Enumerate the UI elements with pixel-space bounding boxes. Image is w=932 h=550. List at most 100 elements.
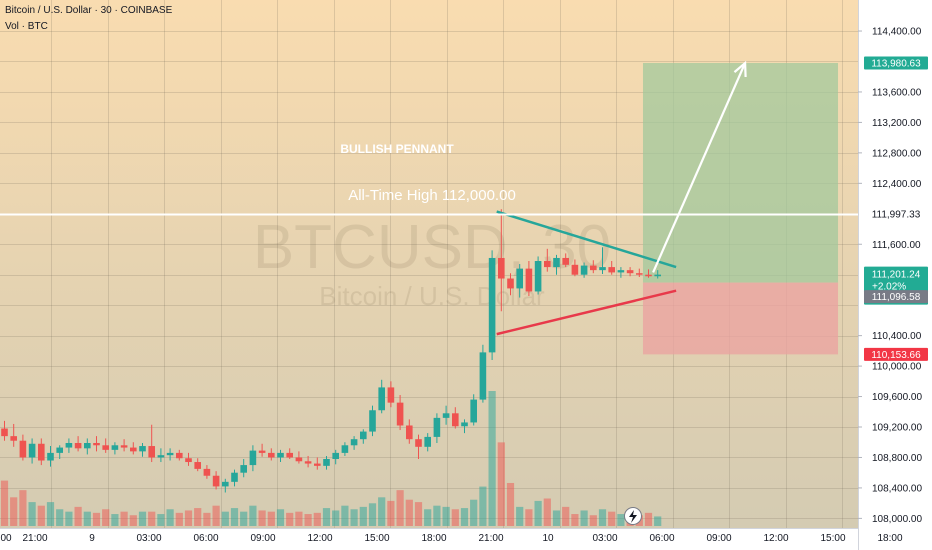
candle[interactable]	[38, 438, 45, 466]
candle[interactable]	[28, 438, 36, 464]
candle[interactable]	[360, 429, 367, 444]
candle[interactable]	[452, 407, 459, 429]
candle[interactable]	[102, 438, 109, 453]
target-zone[interactable]	[642, 62, 839, 283]
candle[interactable]	[222, 478, 229, 493]
candle[interactable]	[120, 439, 128, 452]
candle[interactable]	[74, 436, 82, 452]
candle[interactable]	[387, 381, 395, 408]
candle[interactable]	[599, 247, 606, 274]
candle[interactable]	[130, 442, 137, 455]
candle[interactable]	[47, 446, 54, 467]
stop-loss-zone[interactable]	[642, 282, 839, 355]
candle[interactable]	[571, 259, 579, 277]
candle[interactable]	[19, 434, 27, 461]
candle[interactable]	[470, 394, 477, 426]
candle[interactable]	[580, 262, 588, 278]
candle[interactable]	[645, 269, 652, 278]
watermark-ticker: BTCUSD, 30	[253, 213, 611, 282]
volume-bar	[534, 500, 542, 526]
price-change-text: +2.02%	[872, 282, 906, 293]
candle[interactable]	[525, 261, 533, 297]
price-axis[interactable]: 114,400.00 113,600.00 113,200.00 112,800.00…	[858, 27, 922, 525]
candle[interactable]	[65, 438, 73, 453]
candle[interactable]	[258, 443, 266, 457]
candle[interactable]	[176, 449, 183, 461]
candle[interactable]	[249, 445, 257, 472]
candle[interactable]	[277, 449, 284, 463]
candle[interactable]	[590, 260, 597, 274]
candle[interactable]	[185, 452, 192, 466]
candle[interactable]	[562, 253, 569, 268]
candle[interactable]	[314, 457, 321, 470]
candle[interactable]	[507, 273, 514, 296]
pennant-upper-line[interactable]	[496, 210, 677, 269]
time-axis[interactable]: 00 21:00 9 03:00 06:00 09:00 12:00 15:00 18:00 21…	[0, 533, 903, 544]
candle[interactable]	[332, 449, 339, 465]
candle[interactable]	[516, 264, 523, 298]
candle[interactable]	[617, 267, 625, 278]
candle[interactable]	[433, 413, 441, 443]
candle[interactable]	[341, 442, 349, 456]
ath-price-badge-bg	[864, 207, 928, 221]
candle[interactable]	[304, 455, 312, 468]
candle[interactable]	[194, 458, 201, 472]
candle[interactable]	[268, 448, 275, 461]
candle[interactable]	[295, 451, 303, 464]
candle[interactable]	[442, 405, 450, 425]
volume-bar	[10, 497, 18, 526]
candle[interactable]	[626, 267, 634, 277]
candle[interactable]	[534, 256, 542, 295]
candle[interactable]	[56, 445, 63, 459]
candle[interactable]	[350, 436, 358, 450]
candle[interactable]	[636, 268, 643, 277]
candle[interactable]	[544, 248, 551, 272]
volume-bar	[332, 510, 340, 526]
candle[interactable]	[415, 434, 422, 459]
candle[interactable]	[212, 471, 220, 490]
candle[interactable]	[488, 250, 496, 360]
candle[interactable]	[286, 448, 293, 459]
candle[interactable]	[93, 436, 100, 452]
volume-bar	[571, 514, 579, 526]
candle[interactable]	[157, 448, 165, 463]
candle[interactable]	[84, 438, 91, 455]
stop-price-badge[interactable]: 110,153.66	[864, 347, 928, 361]
lightning-icon-glyph	[629, 510, 637, 523]
last-price-text: 111,201.24	[872, 270, 921, 281]
lightning-bolt-icon[interactable]	[624, 507, 642, 525]
candle-body	[571, 264, 579, 275]
candle[interactable]	[166, 448, 174, 461]
entry-price-badge[interactable]: 111,096.58	[864, 290, 928, 304]
candle[interactable]	[406, 419, 413, 444]
candle[interactable]	[240, 458, 247, 478]
candle[interactable]	[231, 469, 238, 487]
candle[interactable]	[396, 395, 404, 431]
candle[interactable]	[203, 465, 211, 479]
candle[interactable]	[608, 261, 615, 275]
volume-bar	[433, 505, 441, 526]
pennant-lower-line[interactable]	[496, 289, 677, 336]
candle[interactable]	[1, 420, 8, 441]
candle[interactable]	[139, 442, 146, 457]
candle[interactable]	[10, 423, 17, 447]
target-price-badge[interactable]: 113,980.63	[864, 56, 928, 70]
candle[interactable]	[378, 379, 385, 414]
candle[interactable]	[424, 433, 431, 452]
volume-bar	[0, 480, 9, 526]
candle[interactable]	[654, 270, 661, 279]
projection-arrow-line[interactable]	[652, 62, 747, 273]
candle[interactable]	[479, 344, 487, 403]
candle[interactable]	[111, 442, 119, 455]
candle[interactable]	[369, 405, 376, 437]
candle[interactable]	[323, 455, 330, 470]
candle[interactable]	[148, 424, 155, 463]
candle[interactable]	[498, 209, 505, 312]
candle[interactable]	[553, 254, 560, 275]
candle-body	[323, 458, 330, 466]
ath-price-badge[interactable]: 111,997.33	[864, 207, 928, 221]
candle[interactable]	[461, 419, 468, 434]
candle-body	[645, 274, 652, 277]
